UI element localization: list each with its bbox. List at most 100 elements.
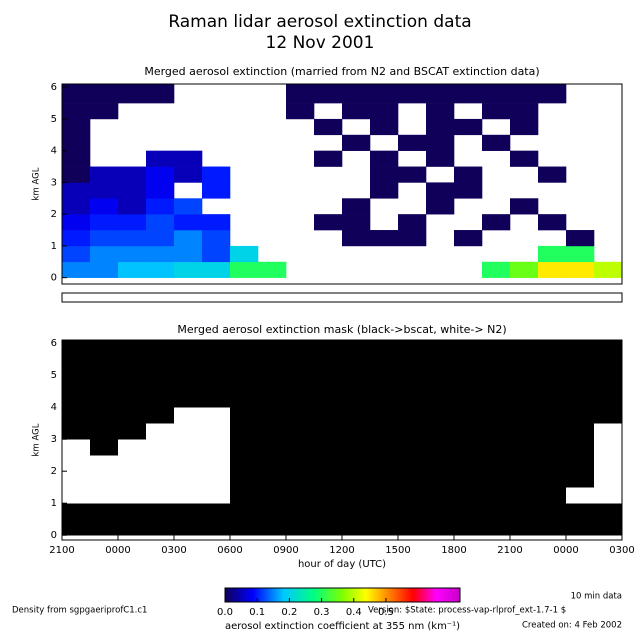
cell [454, 519, 483, 536]
cell [146, 487, 175, 504]
cell [594, 519, 623, 536]
cell [454, 166, 483, 183]
cell [174, 439, 203, 456]
cell [482, 214, 511, 231]
colorbar-label: aerosol extinction coefficient at 355 nm… [225, 621, 460, 632]
cell [370, 407, 399, 424]
y-tick-label: 4 [51, 146, 57, 157]
cell [174, 375, 203, 392]
cell [594, 487, 623, 504]
cell [594, 471, 623, 488]
cell [314, 150, 343, 167]
cell [538, 245, 567, 263]
cell [118, 166, 147, 183]
cell [146, 261, 175, 278]
cell [566, 261, 595, 278]
cell [174, 150, 203, 167]
cell [426, 134, 455, 151]
cell [482, 487, 511, 504]
cell [258, 519, 287, 536]
cell [62, 340, 91, 360]
cell [370, 150, 399, 167]
cell [90, 375, 119, 392]
cell [370, 182, 399, 199]
cell [62, 150, 91, 167]
cell [594, 423, 623, 440]
cell [314, 439, 343, 456]
cell [146, 391, 175, 408]
cell [510, 261, 539, 278]
cell [202, 423, 231, 440]
cell [202, 230, 231, 247]
cell [62, 503, 91, 520]
cell [538, 261, 567, 278]
x-tick-label: 0600 [217, 545, 242, 556]
cell [258, 340, 287, 360]
y-axis-label: km AGL [32, 167, 42, 200]
cell [370, 503, 399, 520]
cell [230, 375, 259, 392]
cell [146, 340, 175, 360]
cell [342, 230, 371, 247]
cell [510, 84, 539, 104]
cell [398, 391, 427, 408]
cell [538, 84, 567, 104]
subtitle: 12 Nov 2001 [266, 33, 375, 53]
cell [62, 245, 91, 263]
title: Raman lidar aerosol extinction data [168, 12, 471, 32]
cell [482, 391, 511, 408]
cell [174, 198, 203, 215]
cell [118, 230, 147, 247]
y-tick-label: 2 [51, 209, 57, 220]
cell [426, 439, 455, 456]
panel-title: Merged aerosol extinction (married from … [144, 65, 539, 78]
cell [566, 375, 595, 392]
cell [426, 359, 455, 376]
cell [398, 134, 427, 151]
cell [370, 423, 399, 440]
cell [62, 230, 91, 247]
cell [370, 519, 399, 536]
cell [90, 182, 119, 199]
cell [398, 487, 427, 504]
cell [482, 261, 511, 278]
cell [230, 423, 259, 440]
cell [566, 340, 595, 360]
cell [118, 503, 147, 520]
y-tick-label: 6 [51, 338, 57, 349]
cell [370, 340, 399, 360]
cell [258, 359, 287, 376]
x-tick-label: 1800 [441, 545, 466, 556]
cell [482, 340, 511, 360]
cell [342, 519, 371, 536]
cell [454, 503, 483, 520]
cell [230, 503, 259, 520]
cell [146, 182, 175, 199]
cell [398, 230, 427, 247]
cell [538, 340, 567, 360]
cell [202, 340, 231, 360]
cell [342, 214, 371, 231]
cell [566, 423, 595, 440]
cell [482, 375, 511, 392]
colorbar-tick-label: 0.3 [314, 607, 330, 618]
cell [426, 503, 455, 520]
cell [230, 340, 259, 360]
cell [118, 391, 147, 408]
cell [454, 118, 483, 136]
cell [454, 455, 483, 472]
cell [90, 340, 119, 360]
cell [146, 245, 175, 263]
cell [510, 407, 539, 424]
cell [510, 391, 539, 408]
cell [398, 359, 427, 376]
cell [202, 471, 231, 488]
cell [90, 407, 119, 424]
cell [90, 439, 119, 456]
cell [314, 340, 343, 360]
cell [426, 118, 455, 136]
colorbar-tick-label: 0.5 [378, 607, 394, 618]
cell [146, 150, 175, 167]
cell [286, 503, 315, 520]
